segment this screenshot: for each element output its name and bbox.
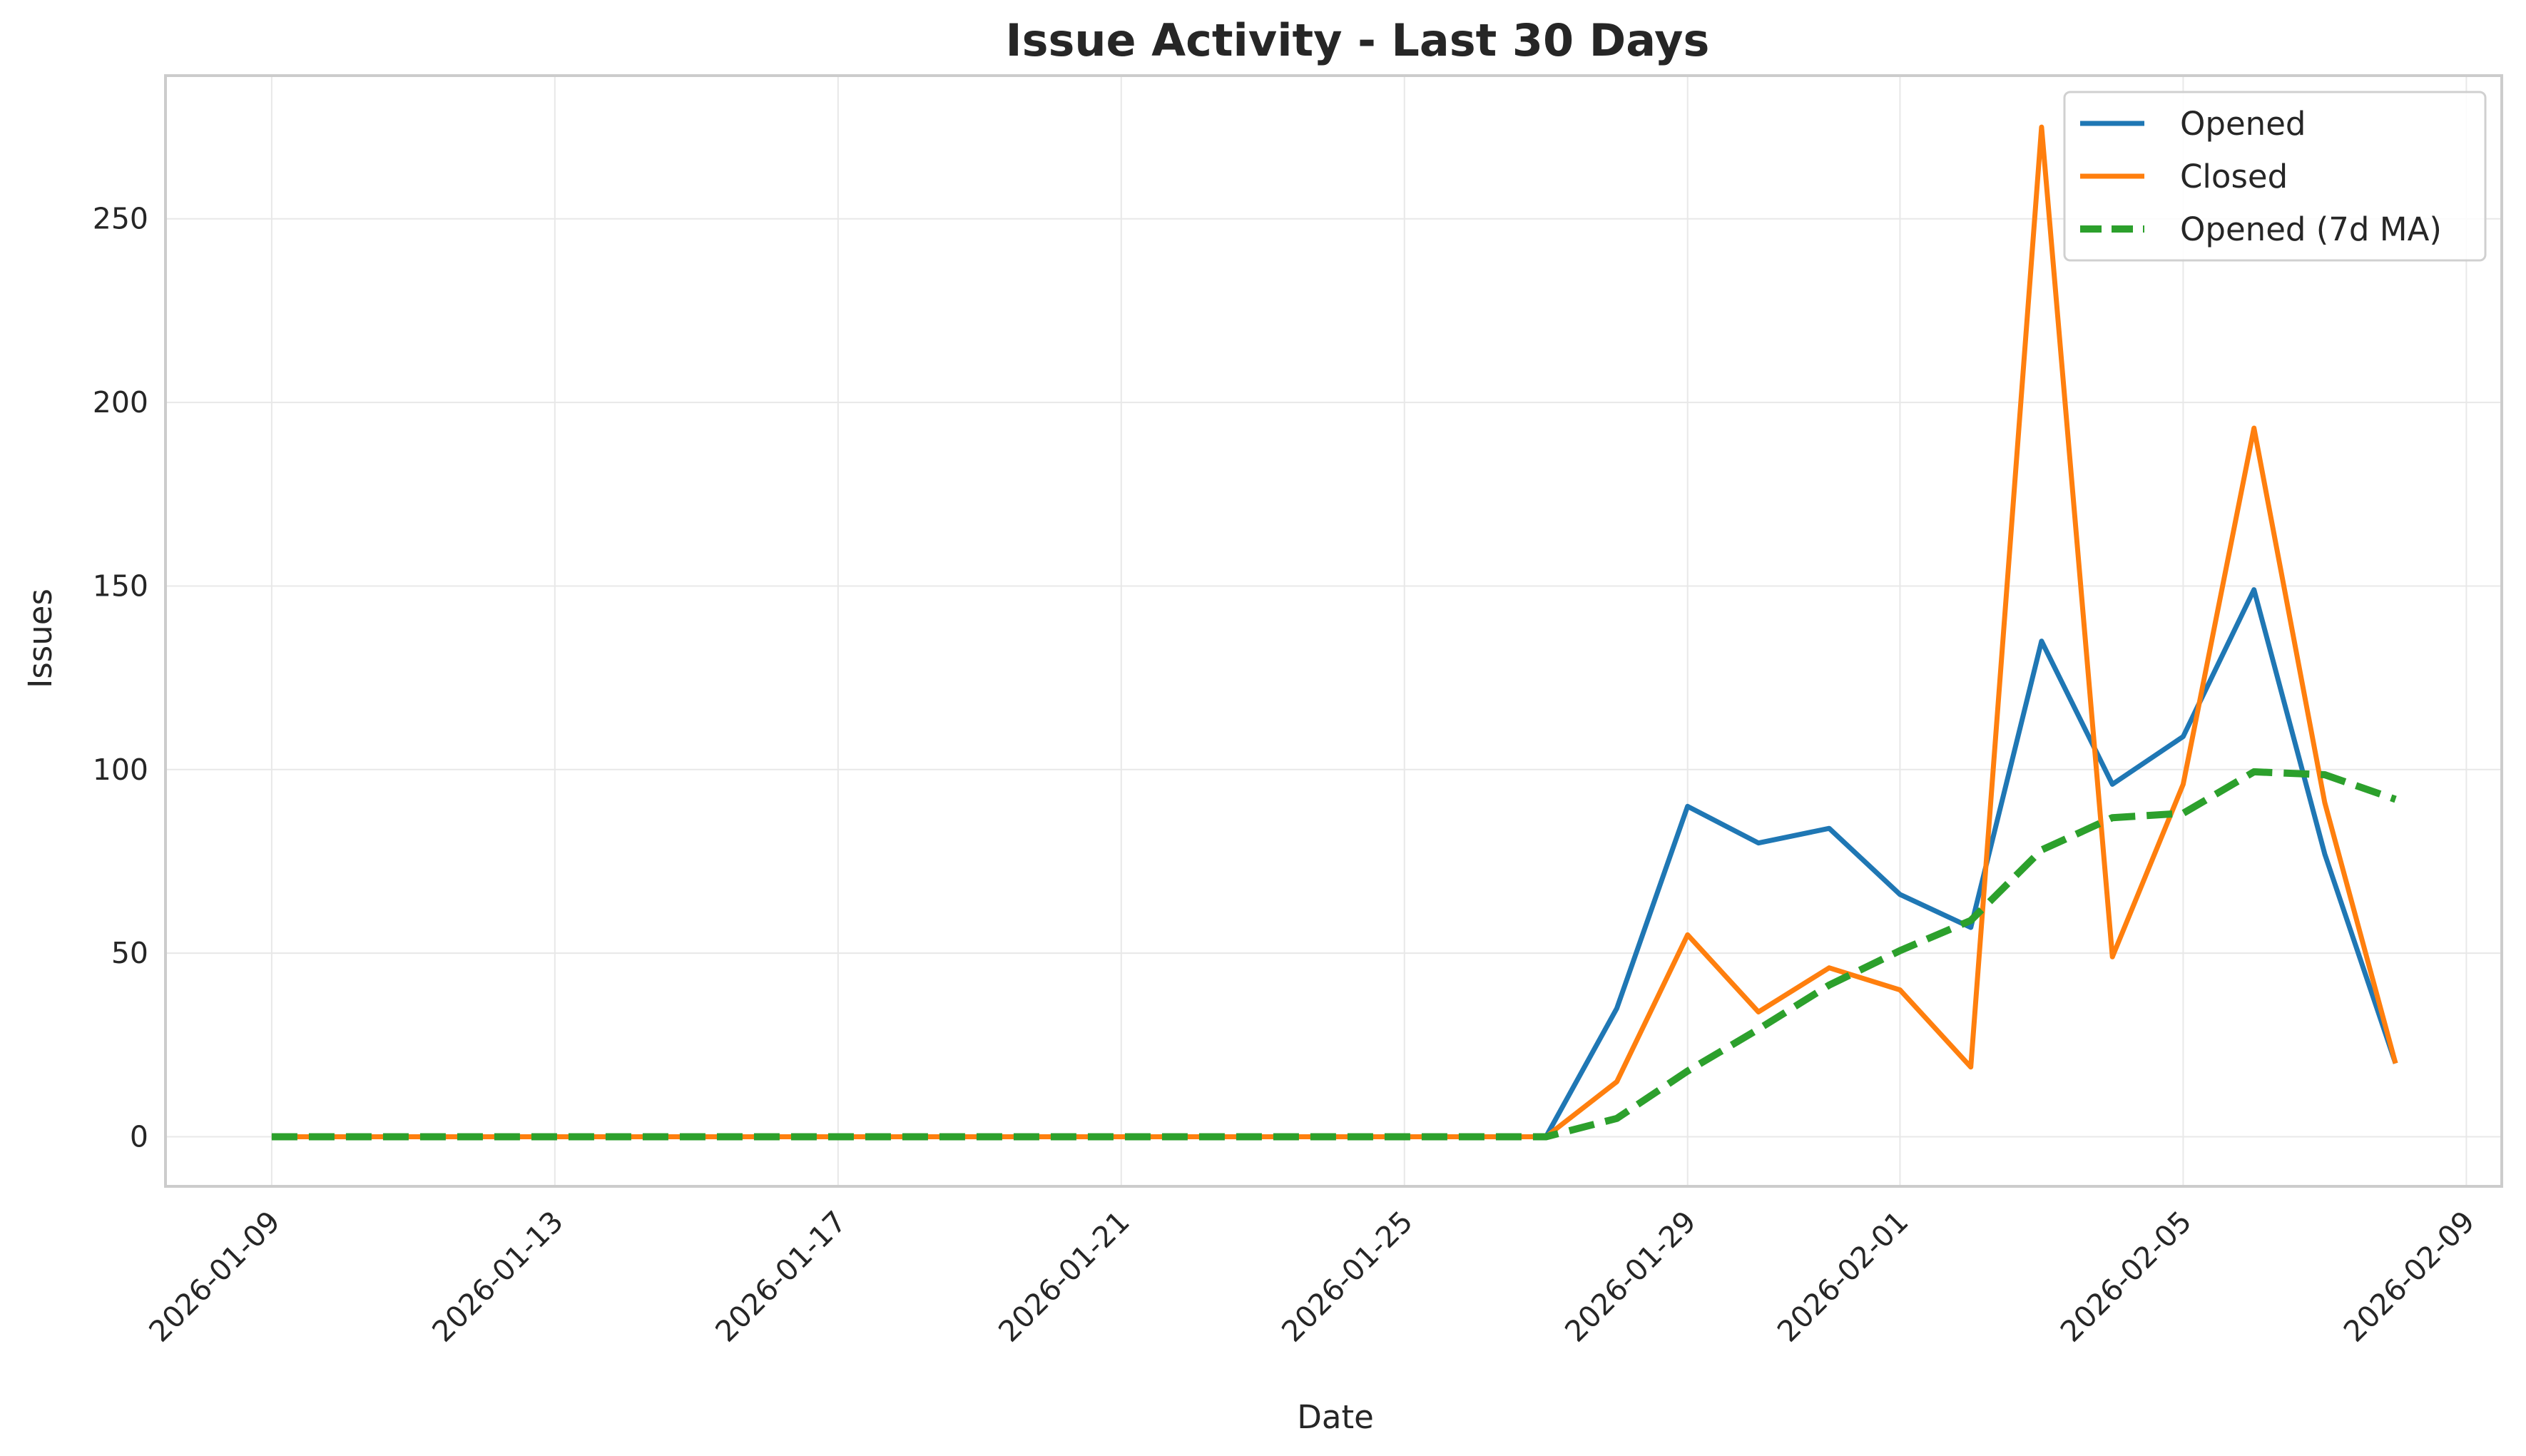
- legend-label-1: Closed: [2180, 158, 2288, 195]
- y-axis-label: Issues: [21, 589, 59, 688]
- y-tick-label: 100: [93, 753, 148, 787]
- legend: Opened Closed Opened (7d MA): [2063, 91, 2487, 262]
- plot-frame: [164, 74, 2503, 1188]
- y-tick-label: 250: [93, 202, 148, 236]
- legend-box: [2063, 91, 2487, 262]
- y-axis-ticks: 0 50 100 150 200 250: [93, 202, 148, 1154]
- x-axis-label: Date: [1297, 1398, 1374, 1436]
- y-tick-label: 200: [93, 385, 148, 419]
- legend-label-2: Opened (7d MA): [2180, 210, 2442, 248]
- series-line-2: [271, 768, 2397, 1141]
- y-tick-label: 0: [130, 1120, 148, 1154]
- y-tick-label: 50: [111, 936, 148, 970]
- series-layer: [271, 124, 2398, 1141]
- y-tick-label: 150: [93, 569, 148, 603]
- legend-label-0: Opened: [2180, 105, 2306, 143]
- chart-title: Issue Activity - Last 30 Days: [1006, 14, 1710, 66]
